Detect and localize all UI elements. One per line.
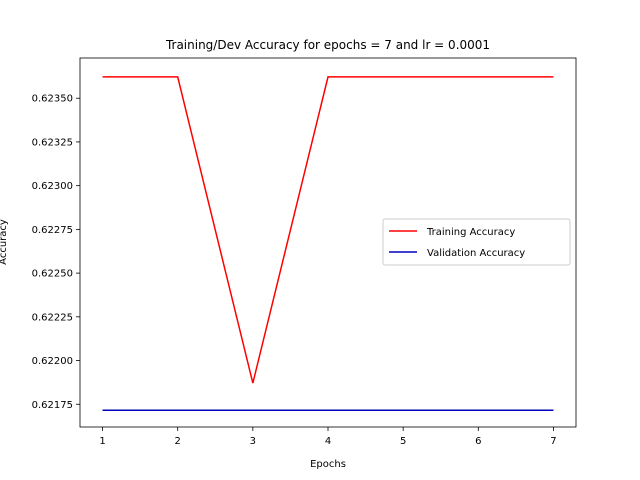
x-tick-label: 1 (99, 436, 105, 447)
legend-box (382, 218, 571, 266)
x-tick-label: 2 (175, 436, 181, 447)
y-tick-label: 0.62350 (32, 94, 73, 105)
y-tick-label: 0.62275 (32, 225, 73, 236)
training-accuracy-line (102, 76, 554, 384)
chart-title: Training/Dev Accuracy for epochs = 7 and… (165, 38, 490, 52)
y-tick-label: 0.62175 (32, 400, 73, 411)
legend: Training Accuracy Validation Accuracy (382, 218, 571, 266)
x-tick-label: 4 (325, 436, 331, 447)
x-tick-label: 5 (400, 436, 406, 447)
y-axis-label: Accuracy (0, 219, 9, 265)
legend-entry-label: Training Accuracy (426, 227, 515, 238)
x-tick-label: 3 (250, 436, 256, 447)
x-axis-label: Epochs (310, 459, 346, 470)
y-tick-label: 0.62200 (32, 356, 73, 367)
y-axis: 0.62175 0.62200 0.62225 0.62250 0.62275 0.623… (32, 94, 80, 411)
x-axis: 1 2 3 4 5 6 7 (99, 427, 557, 447)
y-tick-label: 0.62325 (32, 137, 73, 148)
y-tick-label: 0.62225 (32, 312, 73, 323)
x-tick-label: 6 (475, 436, 481, 447)
y-tick-label: 0.62300 (32, 181, 73, 192)
legend-entry-label: Validation Accuracy (427, 248, 525, 259)
x-tick-label: 7 (550, 436, 556, 447)
series-layer (102, 76, 554, 411)
y-tick-label: 0.62250 (32, 269, 73, 280)
